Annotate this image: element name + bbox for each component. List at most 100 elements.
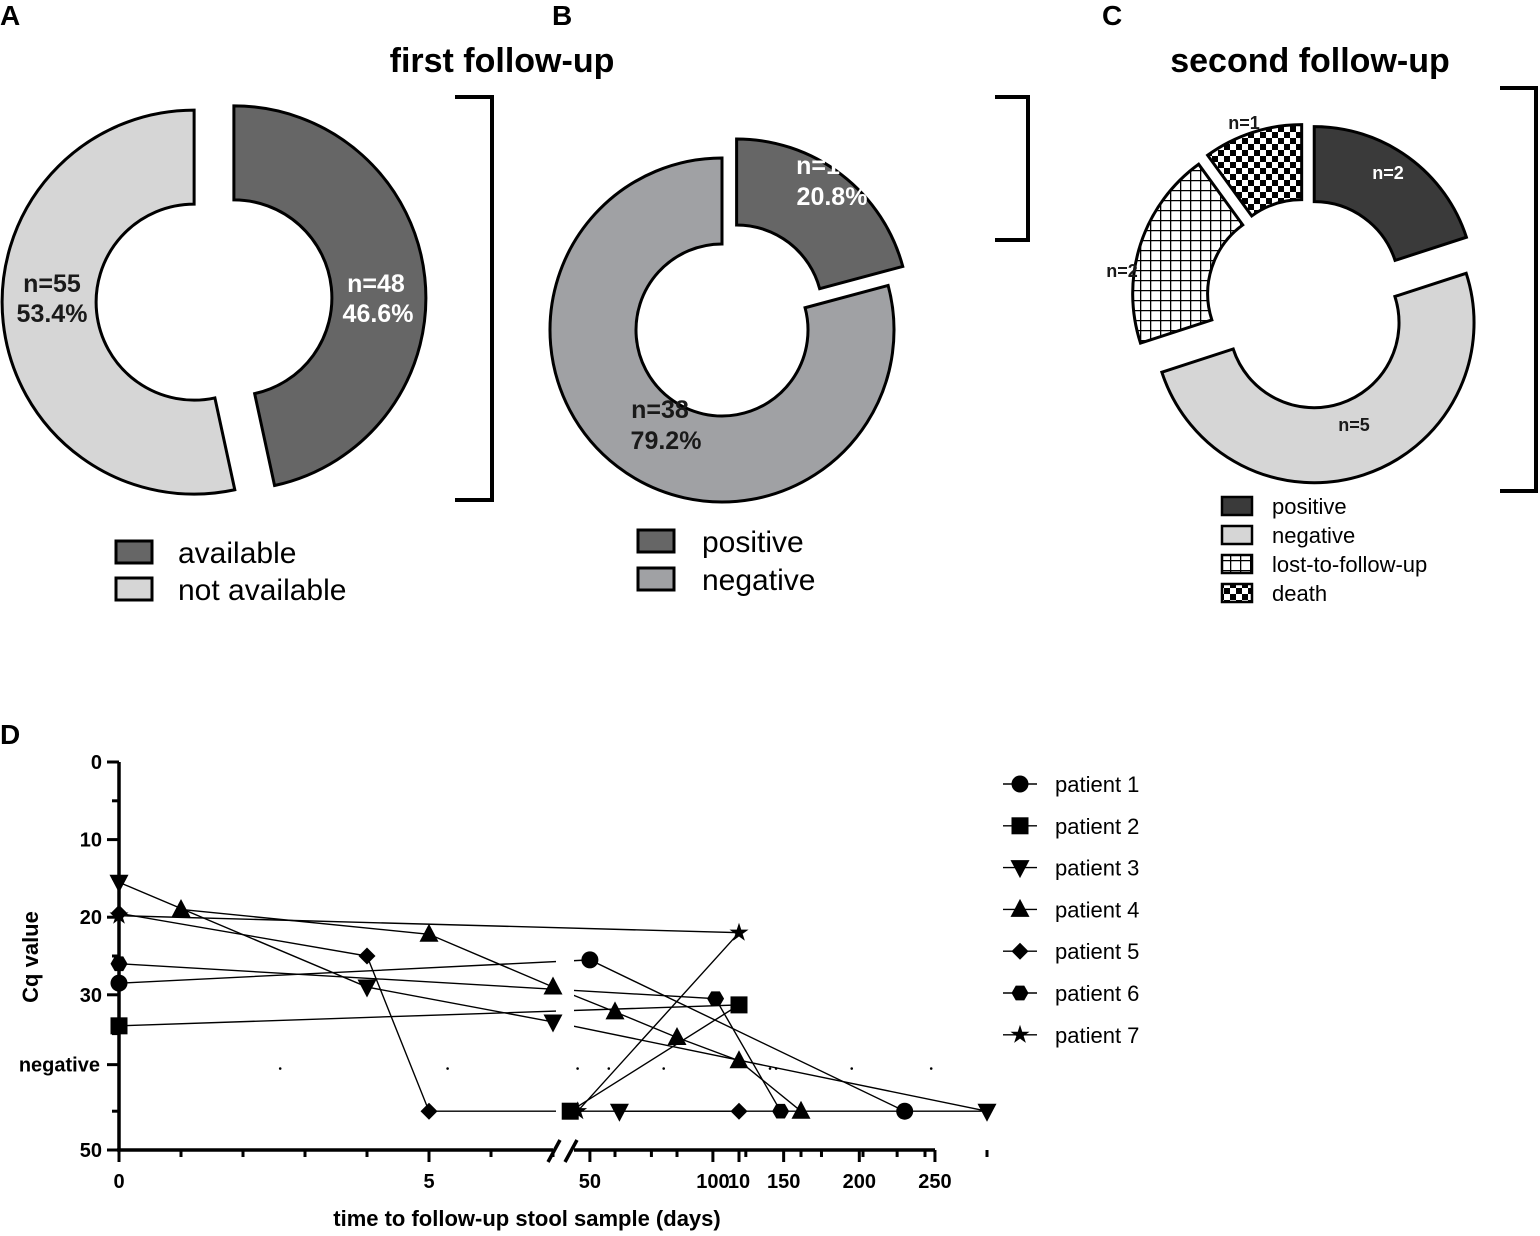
- data-point-patient-6: [110, 956, 128, 972]
- legend-swatch-negative-b: [636, 566, 676, 592]
- donut-chart-a: n=48 46.6% n=55 53.4%: [0, 104, 428, 496]
- slice-negative-c: [1162, 273, 1474, 482]
- data-point-patient-3: [543, 1014, 563, 1033]
- data-point-patient-1: [110, 974, 128, 992]
- data-point-patient-3: [977, 1103, 997, 1122]
- label-not-available-pct: 53.4%: [17, 300, 88, 328]
- legend-marker-patient-1: [1011, 775, 1029, 793]
- label-positive-b-count: n=10: [796, 152, 854, 180]
- slice-positive-b: [735, 137, 905, 291]
- legend-marker-patient-7: [1010, 1024, 1030, 1043]
- negative-guide-dot: [850, 1067, 854, 1070]
- label-negative-b-count: n=38: [631, 396, 689, 424]
- data-point-patient-4: [543, 976, 563, 995]
- negative-guide-dot: [607, 1067, 611, 1070]
- legend-swatch-positive-c: [1220, 495, 1254, 517]
- legend-label-not-available: not available: [178, 574, 346, 607]
- legend-label-patient-3: patient 3: [1055, 856, 1139, 881]
- label-negative-b-pct: 79.2%: [631, 427, 702, 455]
- title-first-follow-up: first follow-up: [390, 42, 615, 80]
- data-point-patient-2: [730, 996, 748, 1014]
- data-point-patient-3: [609, 1103, 629, 1122]
- legend-swatch-death: [1220, 582, 1254, 604]
- donut-chart-c: n=2 n=5 n=2 n=1: [1106, 113, 1474, 483]
- y-axis-title: Cq value: [18, 911, 43, 1003]
- data-point-patient-3: [109, 874, 129, 893]
- axis-break-mark-2: [563, 1139, 579, 1163]
- x-tick-label: 0: [113, 1171, 124, 1193]
- slice-available: [232, 104, 428, 488]
- panel-label-c: C: [1102, 0, 1122, 31]
- series-line-patient-2: [118, 1004, 742, 1112]
- data-point-patient-4: [667, 1026, 687, 1045]
- slice-lost-to-follow-up: [1131, 162, 1245, 346]
- data-point-patient-5: [730, 1102, 748, 1120]
- data-point-patient-1: [581, 951, 599, 969]
- negative-guide-dot: [768, 1067, 772, 1070]
- slice-negative-b: [548, 156, 896, 504]
- label-positive-c-count: n=2: [1372, 163, 1404, 183]
- line-chart-d: 0 10 20 30 negative 50 0 5 10 50 100 150 200 250 pati…: [18, 752, 1139, 1231]
- data-point-patient-4: [171, 898, 191, 917]
- legend-label-patient-7: patient 7: [1055, 1023, 1139, 1048]
- legend-label-patient-6: patient 6: [1055, 981, 1139, 1006]
- x-axis-title: time to follow-up stool sample (days): [333, 1206, 720, 1231]
- negative-guide-dot: [446, 1067, 449, 1070]
- legend-b: positive negative: [636, 526, 815, 597]
- y-tick-label: 30: [80, 985, 102, 1007]
- x-tick-label: 150: [767, 1171, 800, 1193]
- label-not-available-count: n=55: [23, 270, 81, 298]
- negative-guide-dot: [576, 1067, 579, 1070]
- legend-marker-patient-2: [1011, 817, 1029, 835]
- data-point-patient-5: [358, 947, 376, 965]
- legend-swatch-positive-b: [636, 528, 676, 554]
- data-point-patient-7: [109, 905, 129, 924]
- legend-d: patient 1 patient 2 patient 3 patient 4 pati…: [1003, 772, 1139, 1048]
- legend-label-patient-1: patient 1: [1055, 772, 1139, 797]
- negative-guide-dot: [662, 1067, 665, 1070]
- legend-label-patient-4: patient 4: [1055, 897, 1139, 922]
- x-tick-label: 50: [579, 1171, 601, 1193]
- label-negative-c-count: n=5: [1338, 415, 1370, 435]
- legend-label-positive-c: positive: [1272, 494, 1347, 519]
- series-line-patient-5: [118, 912, 739, 1112]
- bracket-b: [995, 95, 1030, 242]
- negative-guide-dot: [278, 1067, 282, 1070]
- y-tick-label: 0: [91, 752, 102, 774]
- y-tick-label: 50: [80, 1140, 102, 1162]
- axes: [117, 762, 935, 1163]
- legend-label-negative-c: negative: [1272, 523, 1355, 548]
- series-line-patient-7: [118, 914, 741, 1112]
- legend-label-available: available: [178, 537, 296, 570]
- legend-a: available not available: [114, 537, 346, 607]
- x-tick-label: 200: [843, 1171, 876, 1193]
- data-point-patient-3: [357, 979, 377, 998]
- data-point-patient-4: [419, 923, 439, 942]
- legend-label-death: death: [1272, 581, 1327, 606]
- legend-label-negative-b: negative: [702, 564, 815, 597]
- series-line-patient-1: [118, 959, 905, 1112]
- legend-label-patient-2: patient 2: [1055, 814, 1139, 839]
- axis-break-gap: [556, 930, 574, 1130]
- data-point-patient-5: [420, 1102, 438, 1120]
- data-point-patient-4: [605, 1001, 625, 1020]
- slice-positive-c: [1312, 125, 1469, 263]
- bracket-a: [455, 95, 494, 502]
- y-tick-label: 20: [80, 907, 102, 929]
- series-lines: [118, 881, 988, 1130]
- label-lost-count: n=2: [1106, 261, 1138, 281]
- y-tick-label: 10: [80, 830, 102, 852]
- legend-swatch-available: [114, 539, 154, 565]
- data-point-patient-4: [791, 1100, 811, 1119]
- data-point-patient-6: [707, 991, 725, 1007]
- data-point-patient-7: [729, 922, 749, 941]
- bracket-c: [1500, 86, 1538, 493]
- legend-swatch-not-available: [114, 576, 154, 602]
- data-point-patient-4: [729, 1050, 749, 1069]
- x-tick-label: 100: [696, 1171, 729, 1193]
- y-tick-label: negative: [19, 1055, 100, 1077]
- data-point-patient-1: [896, 1102, 914, 1120]
- legend-label-positive-b: positive: [702, 526, 804, 559]
- legend-marker-patient-3: [1010, 860, 1030, 879]
